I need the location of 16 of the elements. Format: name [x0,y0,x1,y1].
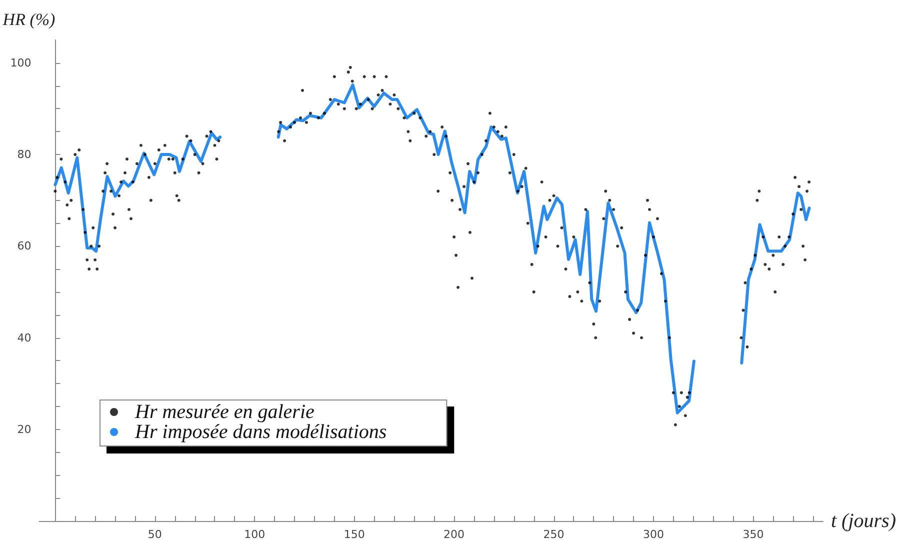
x-tick-label: 100 [244,528,266,541]
x-tick-label: 250 [543,528,564,541]
y-axis-title: HR (%) [2,10,56,29]
x-tick-label: 150 [344,528,365,541]
x-axis-title: t (jours) [831,510,896,532]
x-tick-label: 350 [742,528,764,541]
x-tick-label: 300 [642,528,664,541]
y-tick-label: 60 [17,240,32,253]
y-tick-label: 40 [17,331,32,344]
y-tick-label: 20 [17,422,32,436]
x-tick-label: 50 [148,528,162,541]
legend-label: Hr mesurée en galerie [134,401,315,423]
y-tick-label: 80 [17,148,32,162]
x-tick-label: 200 [444,528,465,541]
legend-label: Hr imposée dans modélisations [134,421,387,443]
y-tick-label: 100 [10,56,32,70]
